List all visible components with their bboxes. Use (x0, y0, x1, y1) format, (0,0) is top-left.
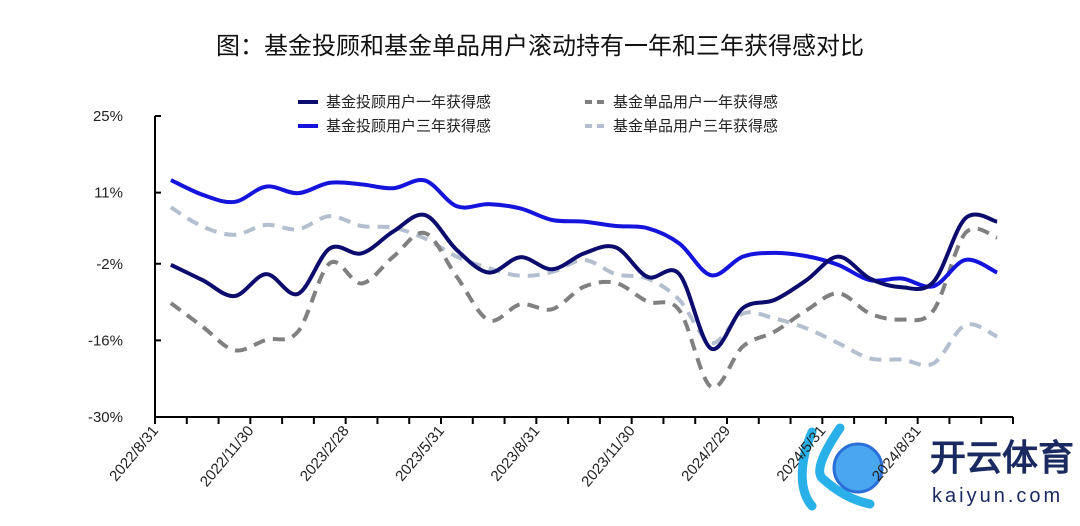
y-tick-label: 25% (93, 108, 123, 125)
series-line-0 (170, 212, 998, 351)
watermark-name: 开云体育 (930, 437, 1074, 478)
x-tick-label: 2024/2/29 (678, 423, 734, 485)
legend-label-0: 基金投顾用户一年获得感 (326, 94, 491, 111)
y-tick-label: -16% (88, 332, 123, 349)
axes: 25% 11% -2% -16% -30%2022/8/31 2022/11/30 2023… (88, 108, 1014, 491)
x-tick-label: 2023/11/30 (578, 423, 639, 491)
series-line-2 (169, 226, 998, 390)
legend-label-1: 基金投顾用户三年获得感 (326, 118, 491, 135)
x-tick-label: 2022/11/30 (197, 423, 258, 491)
watermark-logo: 开云体育 kaiyun.com (797, 423, 1074, 511)
chart-title: 图：基金投顾和基金单品用户滚动持有一年和三年获得感对比 (216, 33, 864, 60)
watermark-ball-icon (832, 442, 884, 494)
x-tick-label: 2023/8/31 (487, 423, 543, 485)
watermark-k-icon (797, 423, 875, 511)
y-tick-label: 11% (94, 185, 123, 202)
legend-label-3: 基金单品用户三年获得感 (613, 118, 778, 135)
x-tick-label: 2023/2/28 (297, 423, 353, 485)
y-tick-label: -30% (88, 409, 123, 426)
watermark-url: kaiyun.com (932, 485, 1063, 507)
x-tick-label: 2022/8/31 (106, 423, 162, 485)
x-tick-label: 2023/5/31 (392, 423, 448, 485)
legend-label-2: 基金单品用户一年获得感 (613, 94, 778, 111)
series-group (169, 178, 998, 390)
series-line-1 (170, 178, 998, 289)
y-tick-label: -2% (96, 256, 123, 273)
series-line-3 (169, 205, 998, 368)
